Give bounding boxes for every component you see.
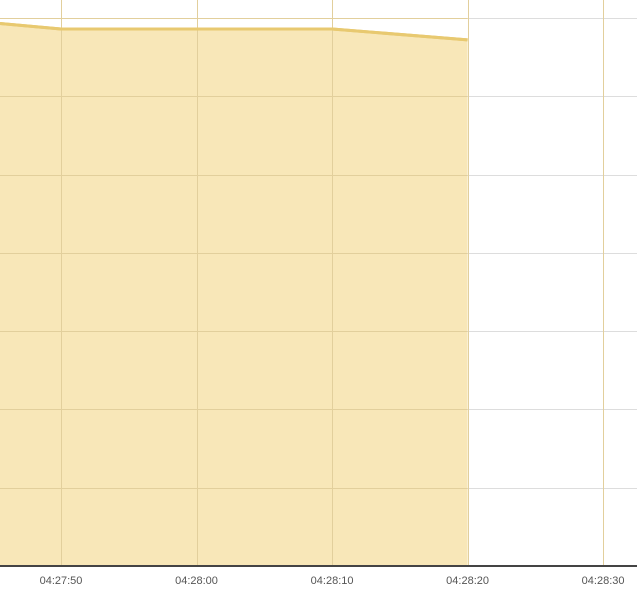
x-tick-label: 04:28:10 (311, 575, 354, 587)
x-axis: 04:27:50 04:28:00 04:28:10 04:28:20 04:28:30 (0, 565, 637, 587)
series-area (0, 23, 468, 566)
x-tick-label: 04:28:20 (446, 575, 489, 587)
x-tick-label: 04:27:50 (40, 575, 83, 587)
x-tick-label: 04:28:00 (175, 575, 218, 587)
series-layer (0, 0, 604, 566)
series-line-top (0, 22, 468, 42)
x-tick-label: 04:28:30 (582, 575, 625, 587)
